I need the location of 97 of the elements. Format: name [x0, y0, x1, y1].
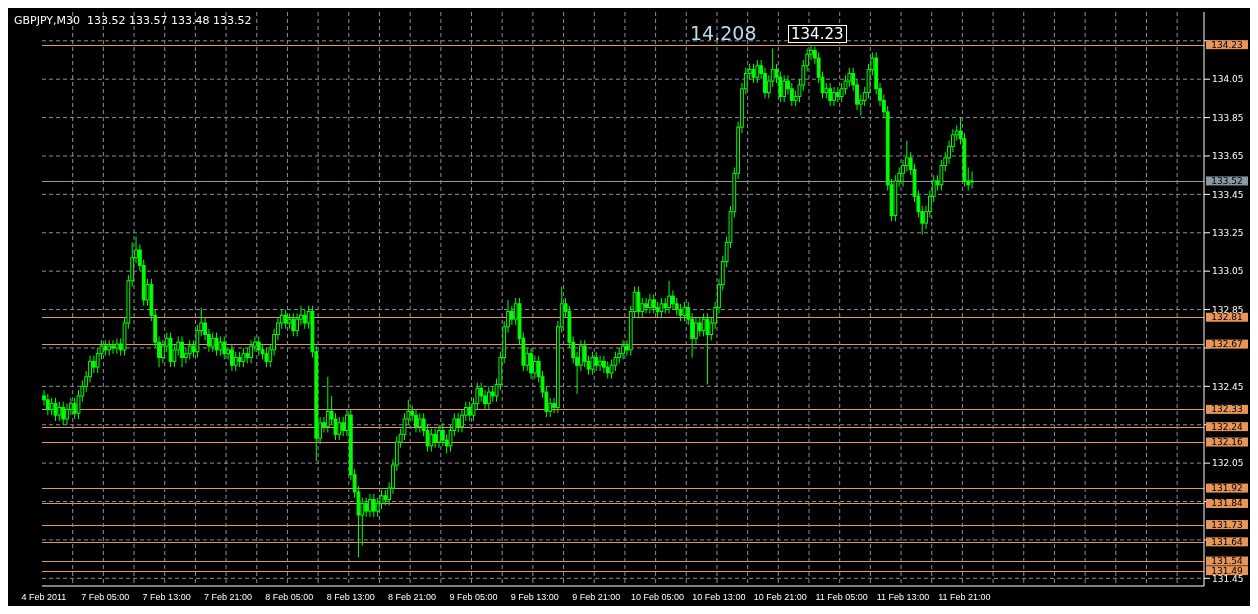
candlestick — [91, 355, 96, 374]
candlestick — [529, 347, 533, 380]
x-tick-label: 11 Feb 05:00 — [815, 592, 868, 603]
ref-line-label: 132.16 — [1211, 437, 1244, 448]
y-tick-label: 134.05 — [1212, 74, 1244, 85]
candlestick — [61, 401, 66, 426]
candlestick — [598, 355, 602, 372]
candlestick — [486, 385, 491, 410]
candlestick — [180, 335, 184, 368]
x-tick-label: 8 Feb 13:00 — [326, 592, 375, 603]
candlestick — [114, 337, 119, 355]
candlestick — [417, 412, 422, 433]
candlestick — [57, 401, 62, 422]
candlestick — [456, 412, 461, 433]
candlestick — [256, 335, 261, 357]
x-tick-label: 7 Feb 13:00 — [142, 592, 191, 603]
candlestick — [230, 343, 234, 372]
x-tick-label: 9 Feb 21:00 — [572, 592, 621, 603]
candlestick — [590, 351, 595, 376]
candlestick — [222, 335, 227, 360]
candlestick — [337, 416, 342, 441]
candlestick — [970, 170, 974, 190]
x-tick-label: 9 Feb 05:00 — [449, 592, 498, 603]
candlestick — [218, 335, 223, 357]
candlestick — [371, 493, 376, 518]
ref-line-label: 132.33 — [1211, 404, 1243, 415]
candlestick — [705, 312, 710, 385]
candlestick — [437, 424, 441, 449]
ref-line-label: 134.23 — [1211, 39, 1243, 50]
y-tick-label: 132.05 — [1212, 458, 1244, 469]
ref-line-label: 133.52 — [1211, 175, 1243, 186]
y-tick-label: 133.65 — [1212, 151, 1244, 162]
x-tick-label: 9 Feb 13:00 — [510, 592, 559, 603]
annotation: 134.23 — [788, 24, 847, 43]
candlestick — [636, 286, 641, 318]
candlestick — [828, 82, 833, 107]
x-tick-label: 11 Feb 13:00 — [876, 592, 930, 603]
candlestick — [187, 339, 192, 360]
candlestick — [755, 59, 760, 84]
y-tick-label: 131.45 — [1212, 573, 1244, 584]
y-tick-label: 132.45 — [1212, 381, 1244, 392]
y-tick-label: 132.85 — [1212, 304, 1244, 315]
ref-line-label: 131.92 — [1211, 483, 1243, 494]
ref-line-label: 132.67 — [1211, 339, 1243, 350]
x-tick-label: 8 Feb 21:00 — [388, 592, 437, 603]
chart-title: GBPJPY,M30 133.52 133.57 133.48 133.52 — [14, 14, 252, 27]
ref-line-label: 131.64 — [1211, 536, 1244, 547]
x-tick-label: 7 Feb 21:00 — [203, 592, 253, 603]
x-tick-label: 10 Feb 05:00 — [630, 592, 685, 603]
candlestick — [532, 355, 537, 380]
candlestick — [111, 339, 115, 355]
candlestick — [249, 339, 253, 364]
x-tick-label: 7 Feb 05:00 — [81, 592, 130, 603]
ref-line-label: 131.54 — [1211, 556, 1244, 567]
y-tick-label: 133.05 — [1212, 266, 1244, 277]
ref-line-label: 131.84 — [1211, 498, 1244, 509]
candlestick — [667, 280, 671, 314]
candlestick — [671, 289, 675, 311]
candlestick — [168, 332, 173, 368]
candlestick — [214, 332, 219, 357]
candlestick — [697, 316, 702, 337]
x-tick-label: 8 Feb 05:00 — [265, 592, 314, 603]
ref-line-label: 132.24 — [1211, 421, 1244, 432]
candlestick — [644, 297, 648, 314]
candlestick — [210, 332, 215, 353]
candlestick — [233, 351, 238, 372]
y-tick-label: 133.85 — [1212, 112, 1244, 123]
candlestick — [368, 493, 372, 518]
candlestick — [651, 293, 656, 314]
candlestick — [621, 339, 625, 360]
ref-line-label: 131.49 — [1211, 565, 1244, 576]
candlestick — [594, 351, 599, 372]
candlestick — [648, 293, 652, 314]
ref-line-label: 132.81 — [1211, 312, 1243, 323]
candlestick — [45, 393, 50, 416]
candlestick — [341, 416, 346, 437]
ref-line-label: 131.73 — [1211, 519, 1243, 530]
x-tick-label: 10 Feb 21:00 — [753, 592, 807, 603]
candlestick — [429, 428, 434, 453]
y-tick-label: 133.45 — [1212, 189, 1244, 200]
candlestick — [509, 305, 514, 326]
candlestick — [433, 428, 438, 449]
candlestick — [364, 497, 369, 518]
x-tick-label: 10 Feb 13:00 — [692, 592, 746, 603]
annotation: 14.208 — [690, 22, 757, 44]
candlestick — [325, 376, 330, 433]
candlestick — [782, 74, 787, 103]
candlestick — [302, 309, 307, 330]
x-tick-label: 11 Feb 21:00 — [938, 592, 991, 603]
candlestick — [444, 433, 449, 455]
candlestick — [832, 86, 836, 107]
candlestick — [291, 312, 296, 337]
candlestick — [694, 316, 698, 345]
y-tick-label: 133.25 — [1212, 227, 1244, 238]
candlestick — [414, 408, 418, 433]
x-tick-label: 4 Feb 2011 — [21, 592, 67, 603]
candlestick — [264, 347, 269, 368]
